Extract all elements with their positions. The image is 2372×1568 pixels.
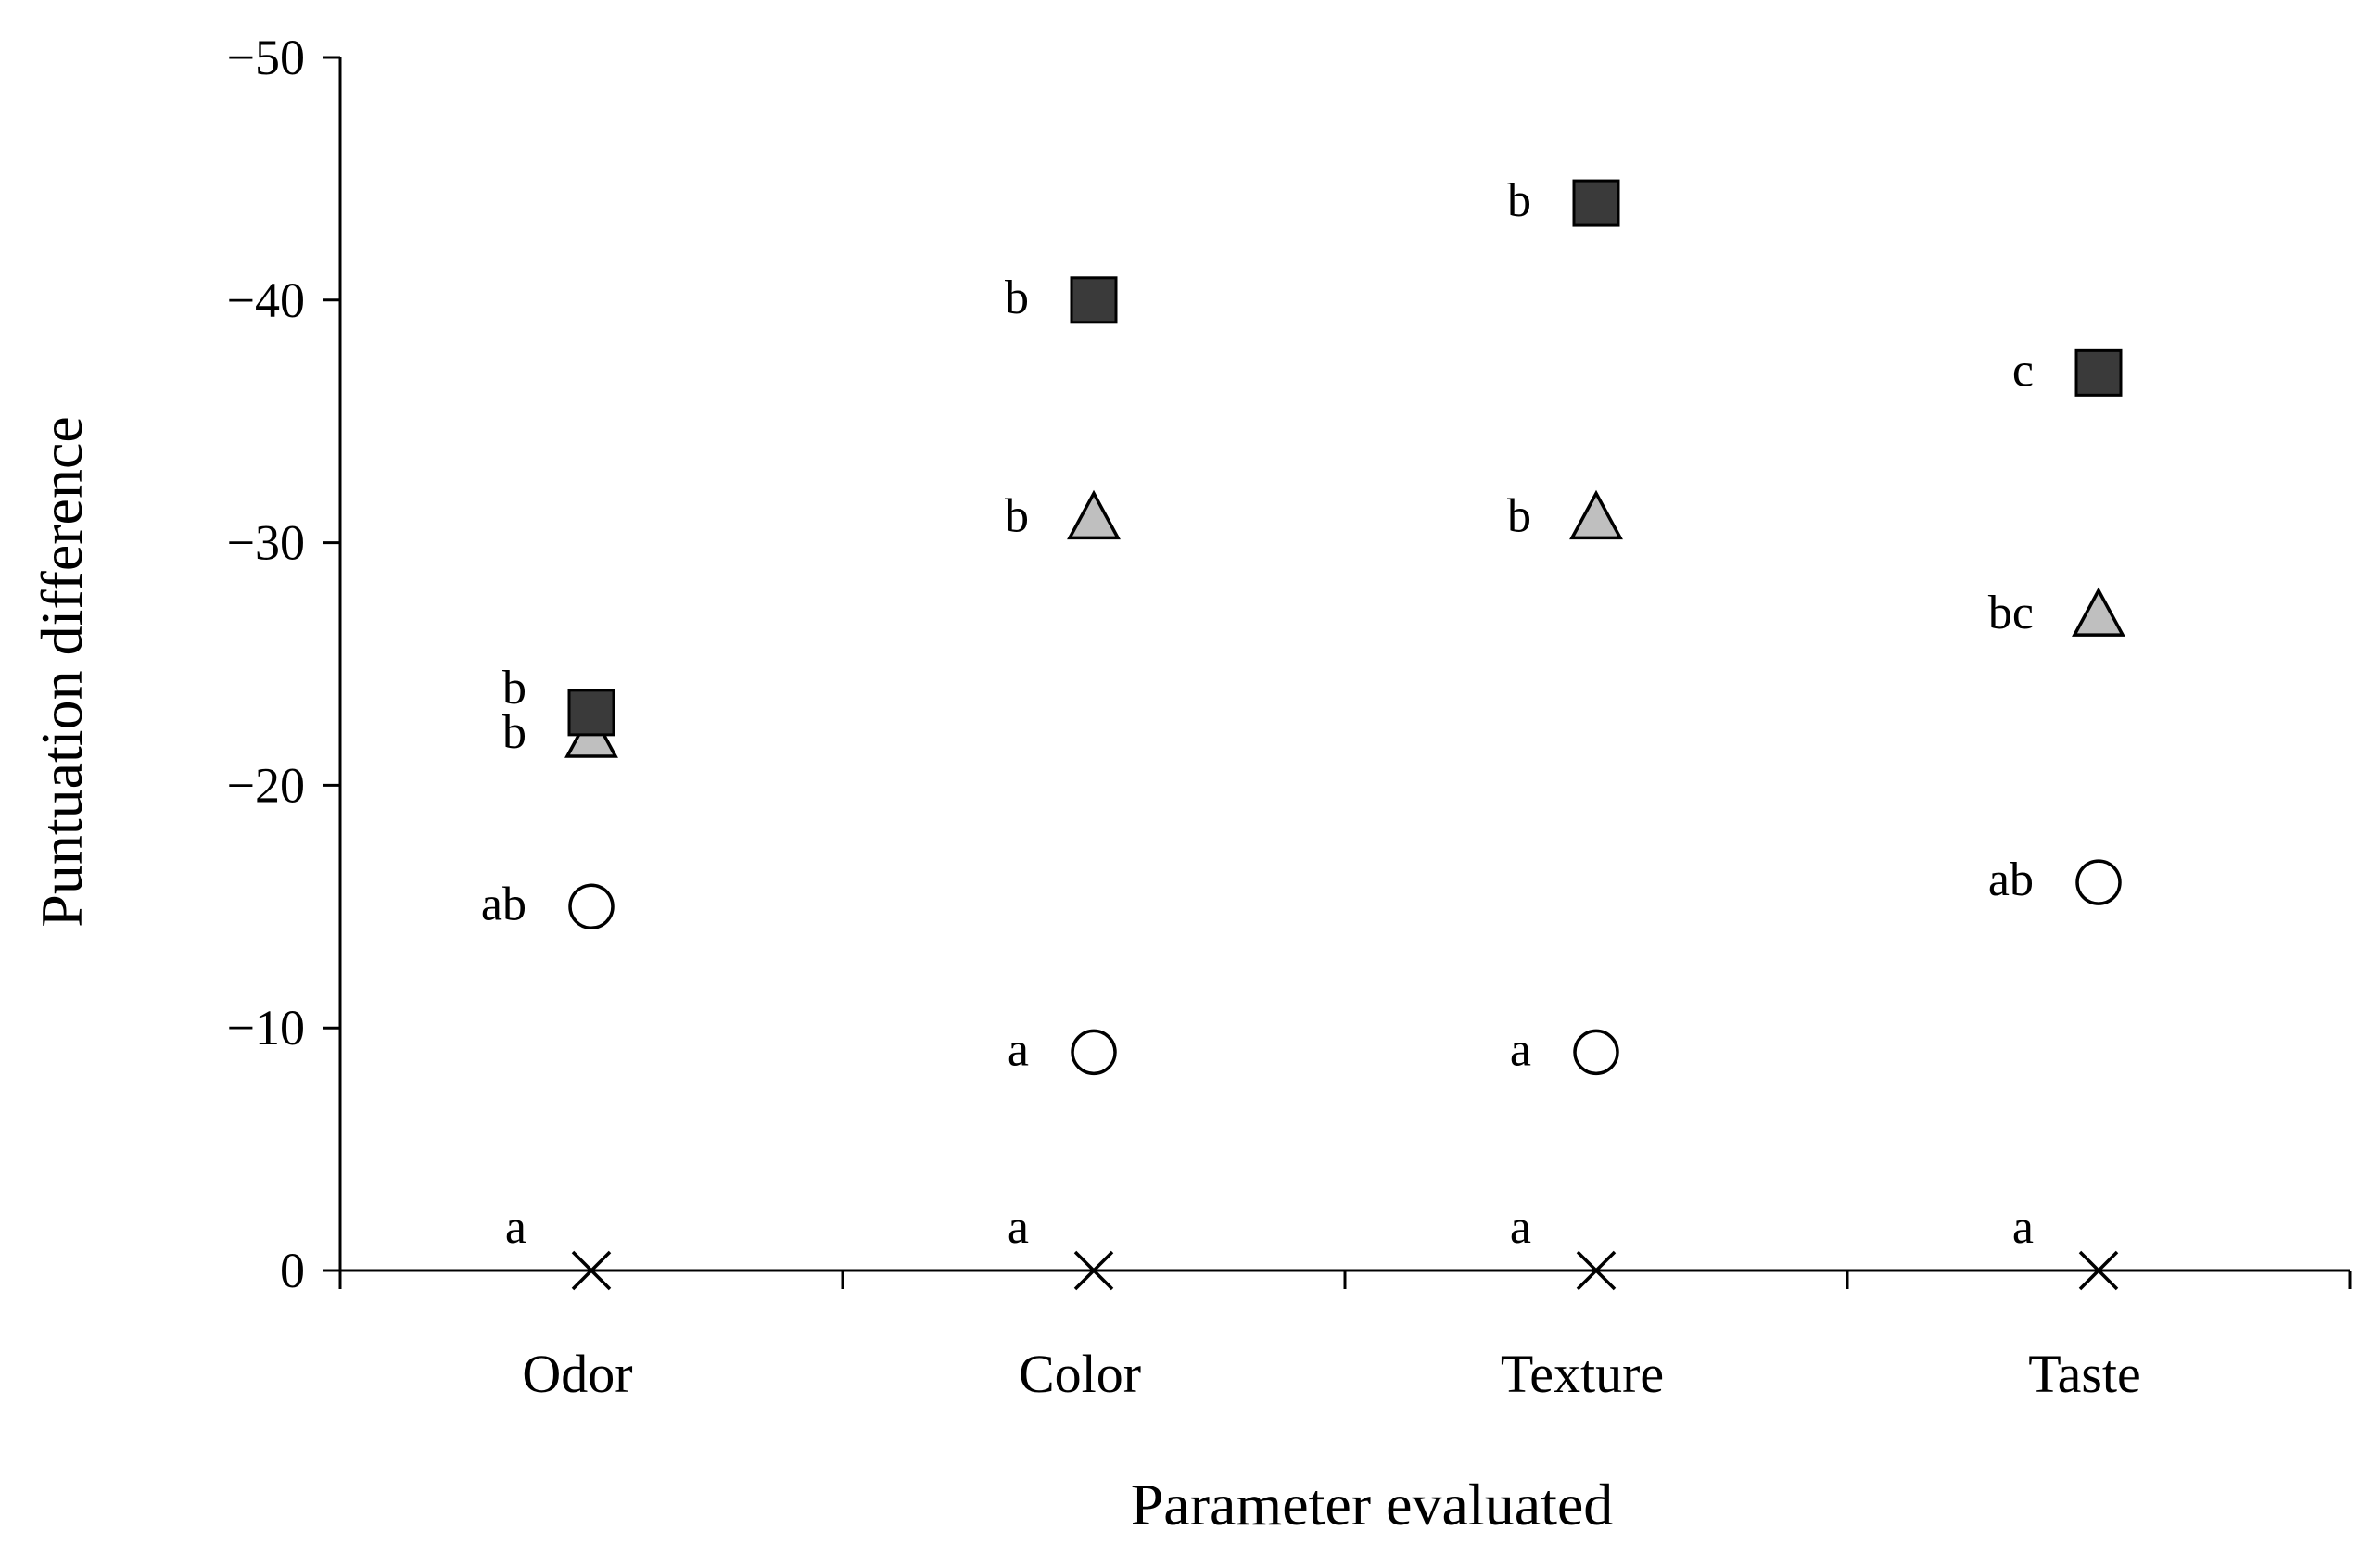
significance-label: bc (1988, 587, 2034, 639)
cross-stroke (1073, 1250, 1114, 1291)
significance-label: b (1005, 272, 1029, 324)
data-point-square (567, 689, 615, 737)
y-tick-label: −10 (227, 1000, 305, 1056)
significance-label: a (1008, 1201, 1029, 1254)
significance-label: a (2012, 1201, 2034, 1254)
y-tick-label: −20 (227, 757, 305, 813)
data-point-cross (571, 1250, 612, 1291)
cross-stroke (1576, 1250, 1617, 1291)
y-tick-label: 0 (280, 1243, 305, 1298)
significance-label: b (1507, 489, 1531, 542)
significance-label: a (1510, 1023, 1531, 1076)
data-point-square (1572, 179, 1620, 227)
significance-label: b (502, 706, 526, 759)
x-axis-title: Parameter evaluated (1131, 1472, 1614, 1537)
y-tick-label: −50 (227, 30, 305, 85)
data-point-cross (1576, 1250, 1617, 1291)
significance-label: a (1510, 1201, 1531, 1254)
cross-stroke (571, 1250, 612, 1291)
significance-label: b (1507, 174, 1531, 227)
data-point-circle (1071, 1029, 1117, 1076)
x-axis-ticks: Odor Color Texture Taste (338, 1271, 2352, 1404)
significance-label: ab (1988, 854, 2034, 906)
data-point-triangle (2072, 587, 2125, 637)
data-point-square (1070, 276, 1118, 324)
data-point-square (2074, 348, 2123, 397)
data-point-circle (2075, 859, 2122, 905)
y-tick-label: −30 (227, 515, 305, 571)
data-point-triangle (1067, 489, 1121, 540)
data-points (564, 179, 2125, 1291)
data-point-circle (568, 883, 615, 930)
significance-label: b (502, 662, 526, 714)
significance-label: a (1008, 1023, 1029, 1076)
data-point-circle (1573, 1029, 1619, 1076)
x-category-label: Odor (522, 1344, 632, 1404)
x-category-label: Color (1019, 1344, 1141, 1404)
data-point-triangle (1569, 489, 1623, 540)
data-point-cross (2078, 1250, 2119, 1291)
y-axis-title: Puntuation difference (29, 416, 95, 928)
significance-label: b (1005, 489, 1029, 542)
cross-stroke (2078, 1250, 2119, 1291)
significance-label: a (505, 1201, 526, 1254)
y-tick-label: −40 (227, 272, 305, 328)
x-category-label: Texture (1501, 1344, 1664, 1404)
data-point-cross (1073, 1250, 1114, 1291)
axes (338, 57, 2350, 1272)
significance-label: ab (481, 878, 526, 930)
significance-label: c (2012, 344, 2034, 397)
x-category-label: Taste (2028, 1344, 2141, 1404)
y-axis-ticks: 0 −10 −20 −30 −40 −50 (227, 30, 340, 1298)
